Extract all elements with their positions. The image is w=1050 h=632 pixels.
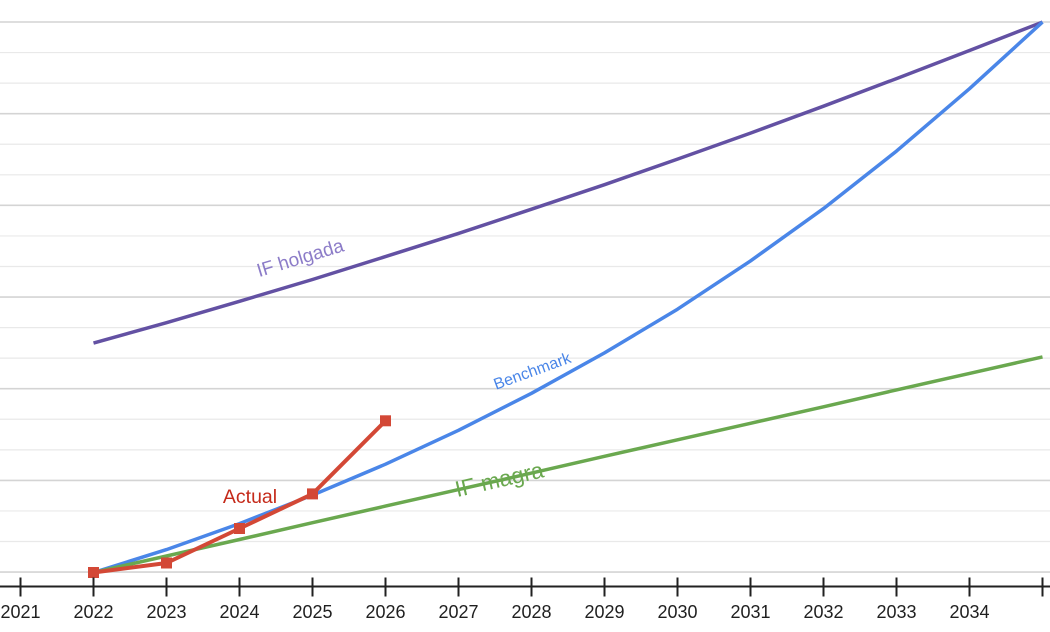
x-tick-label: 2025 [292, 602, 332, 622]
x-tick-label: 2026 [365, 602, 405, 622]
series-label-actual: Actual [223, 486, 277, 508]
x-tick-label: 2032 [803, 602, 843, 622]
data-point-marker-actual [307, 488, 318, 500]
series-label-if-magra: IF magra [453, 457, 547, 502]
x-tick-label: 2031 [730, 602, 770, 622]
data-point-marker-actual [88, 567, 99, 578]
series-line-if-magra [93, 355, 1043, 575]
data-point-marker-actual [234, 523, 245, 534]
x-tick-label: 2022 [73, 602, 113, 622]
series-line-if-holgada [93, 20, 1044, 345]
x-tick-label: 2021 [0, 602, 40, 622]
series-label-if-holgada: IF holgada [254, 235, 346, 281]
gridlines [0, 21, 1050, 573]
series-line-benchmark [92, 20, 1044, 575]
data-point-marker-actual [161, 557, 172, 569]
series-label-benchmark: Benchmark [492, 350, 575, 394]
x-tick-label: 2024 [219, 602, 259, 622]
x-tick-label: 2029 [584, 602, 624, 622]
x-tick-label: 2034 [949, 602, 989, 622]
x-tick-label: 2033 [876, 602, 916, 622]
x-tick-label: 2027 [438, 602, 478, 622]
x-tick-label: 2023 [146, 602, 186, 622]
series-lines [88, 20, 1044, 578]
x-tick-label: 2028 [511, 602, 551, 622]
x-tick-label: 2030 [657, 602, 697, 622]
data-point-marker-actual [380, 415, 391, 427]
x-axis: 2021 2022 2023 2024 2025 2026 2027 2028 2029 2030… [0, 577, 1050, 622]
